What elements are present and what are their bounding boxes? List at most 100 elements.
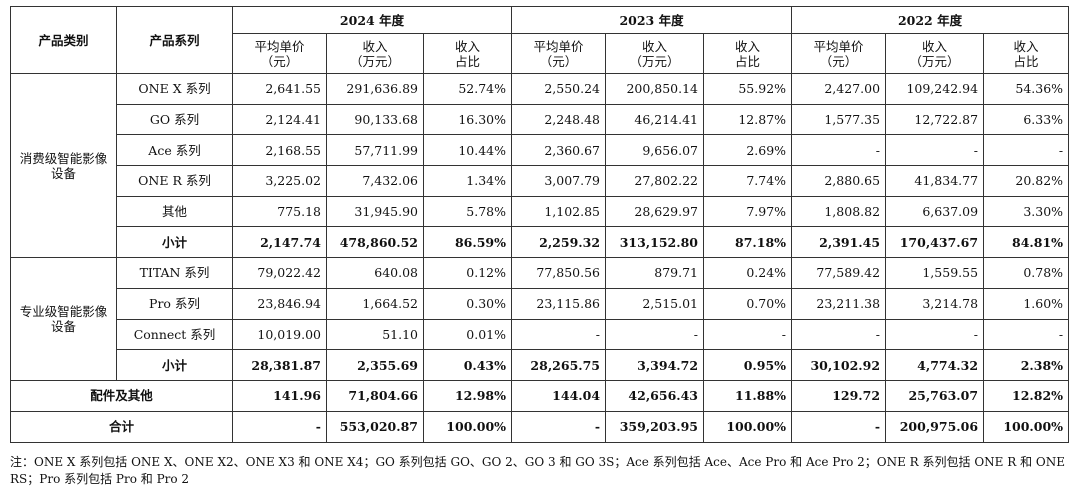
- table-cell: 12,722.87: [885, 103, 985, 136]
- subtotal-row: 小计 28,381.87 2,355.69 0.43% 28,265.75 3,394.7…: [11, 349, 1070, 381]
- table-cell: 79,022.42: [232, 257, 327, 289]
- table-cell: 879.71: [605, 257, 705, 289]
- table-cell: 2,641.55: [232, 73, 327, 105]
- table-cell: 6.33%: [983, 103, 1070, 136]
- header-avg-price-line: 平均单价: [254, 38, 305, 54]
- table-cell: 51.10: [326, 318, 424, 351]
- table-cell: 7.74%: [703, 165, 793, 197]
- header-revenue-line: 收入: [642, 38, 668, 54]
- table-cell: -: [983, 318, 1070, 351]
- footnote: 注：ONE X 系列包括 ONE X、ONE X2、ONE X3 和 ONE X…: [10, 455, 1065, 486]
- table-cell: 170,437.67: [885, 226, 985, 259]
- table-cell: -: [791, 318, 887, 351]
- table-cell: 0.12%: [422, 257, 513, 289]
- table-cell: 2,391.45: [791, 226, 887, 259]
- table-cell: 31,945.90: [326, 195, 424, 228]
- header-revenue-line: 收入: [922, 38, 948, 54]
- table-cell: 46,214.41: [605, 103, 705, 136]
- table-cell: 6,637.09: [885, 195, 985, 228]
- table-cell: -: [791, 410, 887, 443]
- table-cell: 1.34%: [422, 165, 513, 197]
- table-cell: 0.24%: [703, 257, 793, 289]
- subtotal-row: 小计 2,147.74 478,860.52 86.59% 2,259.32 313,15…: [11, 226, 1070, 259]
- table-cell: 1,102.85: [511, 195, 607, 228]
- table-cell: 86.59%: [422, 226, 513, 259]
- table-cell: 144.04: [511, 379, 607, 412]
- table-cell: 54.36%: [983, 73, 1070, 105]
- table-cell: -: [885, 134, 985, 167]
- header-avg-price: 平均单价 （元）: [791, 33, 887, 74]
- table-cell: 100.00%: [983, 410, 1070, 443]
- header-revenue-share: 收入 占比: [422, 33, 513, 74]
- header-series: 产品系列: [116, 6, 233, 74]
- header-revenue-line: （万元）: [629, 53, 680, 69]
- table-cell: 10.44%: [422, 134, 513, 167]
- table-cell: 23,211.38: [791, 287, 887, 320]
- table-cell: 100.00%: [422, 410, 513, 443]
- header-revenue-line: 收入: [362, 38, 388, 54]
- total-label: 合计: [10, 410, 233, 443]
- table-cell: 12.87%: [703, 103, 793, 136]
- table-cell: 3,007.79: [511, 165, 607, 197]
- table-cell: 100.00%: [703, 410, 793, 443]
- table-cell: -: [511, 410, 607, 443]
- header-category: 产品类别: [10, 6, 117, 74]
- table-header: 产品类别 产品系列 2024 年度 2023 年度 2022 年度 平均单价 （元…: [10, 6, 1070, 74]
- table-cell: 0.01%: [422, 318, 513, 351]
- header-year-2022: 2022 年度: [791, 6, 1070, 34]
- table-cell: 12.82%: [983, 379, 1070, 412]
- header-revenue-share-line: 占比: [735, 53, 761, 69]
- table-cell: 2,248.48: [511, 103, 607, 136]
- table-cell: 0.70%: [703, 287, 793, 320]
- product-category: 消费级智能影像设备: [10, 72, 117, 259]
- table-row: Connect 系列 10,019.00 51.10 0.01% - - - - - -: [11, 318, 1070, 351]
- table-row: 其他 775.18 31,945.90 5.78% 1,102.85 28,629.97 7…: [11, 195, 1070, 228]
- header-revenue-share-line: 占比: [1013, 53, 1039, 69]
- accessories-row: 配件及其他 141.96 71,804.66 12.98% 144.04 42,656.4…: [10, 379, 1070, 412]
- table-cell: 2,880.65: [791, 165, 887, 197]
- table-row: 消费级智能影像设备 ONE X 系列 2,641.55 291,636.89 52.74…: [10, 72, 1070, 259]
- table-cell: 775.18: [232, 195, 327, 228]
- table-cell: 129.72: [791, 379, 887, 412]
- table-cell: 313,152.80: [605, 226, 705, 259]
- product-series: Pro 系列: [116, 287, 233, 320]
- table-cell: 3.30%: [983, 195, 1070, 228]
- header-revenue-share-line: 收入: [455, 38, 481, 54]
- table-row: Pro 系列 23,846.94 1,664.52 0.30% 23,115.86 2,5…: [11, 287, 1070, 320]
- table-row: GO 系列 2,124.41 90,133.68 16.30% 2,248.48 46,2…: [11, 103, 1070, 136]
- table-cell: 2.69%: [703, 134, 793, 167]
- header-revenue: 收入 （万元）: [326, 33, 424, 74]
- header-revenue-share-line: 收入: [735, 38, 761, 54]
- table-cell: -: [511, 318, 607, 351]
- product-series: Ace 系列: [116, 134, 233, 167]
- subtotal-label: 小计: [116, 226, 233, 259]
- table-cell: 0.43%: [422, 349, 513, 381]
- table-cell: 200,975.06: [885, 410, 985, 443]
- table-cell: 141.96: [232, 379, 327, 412]
- table-cell: 2,355.69: [326, 349, 424, 381]
- total-row: 合计 -553,020.87 100.00% -359,203.95 100.00% -2…: [10, 410, 1070, 443]
- table-cell: 2,427.00: [791, 73, 887, 105]
- header-revenue: 收入 （万元）: [605, 33, 705, 74]
- table-cell: 640.08: [326, 257, 424, 289]
- table-cell: 10,019.00: [232, 318, 327, 351]
- table-cell: -: [703, 318, 793, 351]
- table-cell: 2,360.67: [511, 134, 607, 167]
- table-cell: 4,774.32: [885, 349, 985, 381]
- table-cell: 200,850.14: [605, 73, 705, 105]
- header-avg-price-line: （元）: [260, 53, 299, 69]
- product-series: Connect 系列: [116, 318, 233, 351]
- table-cell: 478,860.52: [326, 226, 424, 259]
- header-revenue-share: 收入 占比: [703, 33, 793, 74]
- table-cell: 5.78%: [422, 195, 513, 228]
- table-cell: 3,214.78: [885, 287, 985, 320]
- table-cell: 42,656.43: [605, 379, 705, 412]
- table-cell: 2,515.01: [605, 287, 705, 320]
- table-cell: 41,834.77: [885, 165, 985, 197]
- table-body: 消费级智能影像设备 ONE X 系列 2,641.55 291,636.89 52.74…: [10, 72, 1070, 443]
- table-cell: 27,802.22: [605, 165, 705, 197]
- table-cell: 3,225.02: [232, 165, 327, 197]
- table-cell: 0.78%: [983, 257, 1070, 289]
- accessories-label: 配件及其他: [10, 379, 233, 412]
- table-cell: 28,265.75: [511, 349, 607, 381]
